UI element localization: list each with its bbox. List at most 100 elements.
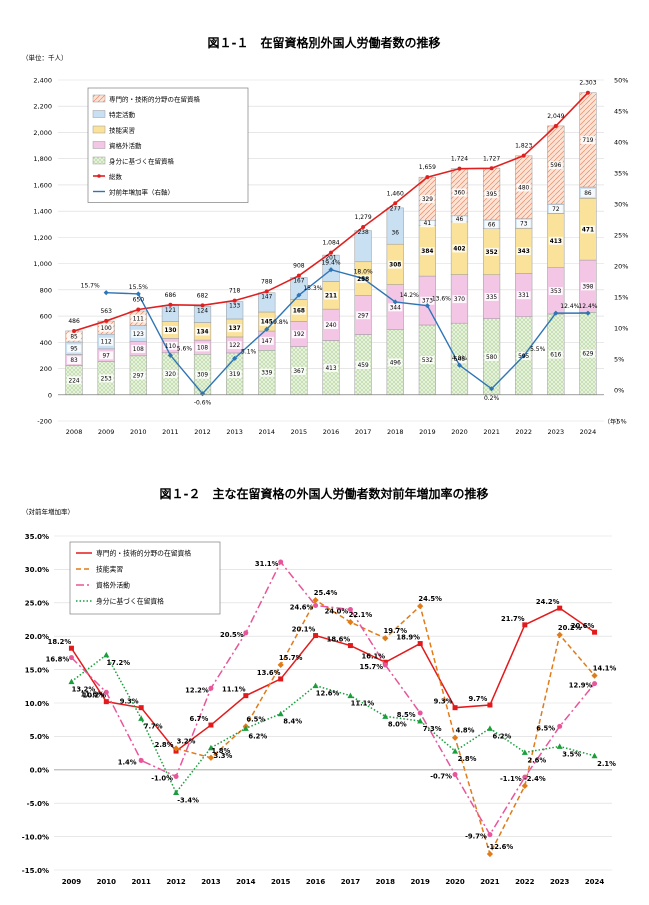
chart-1-x-tick-label: 2015 (291, 428, 308, 436)
chart-1-y-tick-label: 2,000 (33, 129, 52, 137)
chart-1-bar-label: 367 (293, 369, 304, 375)
chart-1-legend-label: 技能実習 (109, 126, 135, 135)
chart-2-data-label: 8.5% (397, 711, 416, 719)
chart-1-total-label: 650 (133, 297, 145, 304)
chart-2-x-tick-label: 2010 (97, 878, 117, 886)
chart-1-total-point (232, 298, 237, 303)
chart-2-point (382, 713, 389, 719)
chart-1-bar-label-bg (516, 247, 531, 256)
chart-1-x-tick-label: 2008 (66, 428, 83, 436)
chart-2-data-label: 22.1% (349, 611, 373, 619)
chart-2-point (556, 743, 563, 749)
chart-2-data-label: -12.6% (487, 843, 514, 851)
chart-1-bar-label: 41 (424, 221, 432, 227)
chart-2-legend-label: 専門的・技術的分野の在留資格 (96, 549, 191, 558)
chart-1-bar-label-bg (580, 136, 595, 145)
chart-1-bar-label-bg (227, 370, 242, 379)
chart-1-bar-label-bg (516, 291, 531, 300)
chart-1-growth-point (424, 303, 430, 309)
chart-1-total-point (457, 166, 462, 171)
chart-1-bar-label-bg (99, 337, 114, 346)
chart-1-bar-label-bg (548, 161, 563, 170)
chart-1-bar-label-bg (548, 236, 563, 245)
chart-2-x-tick-label: 2012 (166, 878, 186, 886)
chart-2-point (452, 771, 458, 777)
chart-2-data-label: 6.5% (536, 724, 555, 732)
chart-1-total-label: 1,724 (451, 156, 468, 163)
chart-2-point (138, 705, 144, 711)
chart-1-x-tick-label: 2018 (387, 428, 404, 436)
chart-1-growth-label: 19.4% (321, 260, 340, 267)
chart-2-point (521, 749, 528, 755)
chart-1-bar-label: 167 (293, 279, 304, 285)
chart-2-point (417, 641, 423, 647)
chart-1-bar-label: 97 (102, 353, 110, 359)
chart-1-growth-point (328, 267, 334, 273)
chart-1-growth-label: 18.0% (354, 268, 373, 275)
chart-1-growth-label: 5.5% (530, 346, 546, 353)
chart-1-legend-label: 専門的・技術的分野の在留資格 (109, 95, 201, 104)
chart-1-bar-label-bg (291, 366, 306, 375)
chart-2-data-label: 6.2% (493, 732, 512, 740)
chart-2-data-label: 24.0% (325, 607, 349, 615)
chart-1-bar-label-bg (163, 341, 178, 350)
chart-1-bar-label-bg (356, 360, 371, 369)
chart-2-data-label: 20.1% (292, 626, 316, 634)
chart-2-point (242, 725, 249, 731)
chart-1-bar-label: 73 (520, 222, 528, 228)
chart-1-bar-label: 308 (389, 263, 401, 269)
chart-1-legend-box (87, 87, 249, 203)
chart-1-bar-label: 373 (422, 299, 433, 305)
chart-2-data-label: 11.6% (81, 690, 105, 698)
chart-1-total-label: 908 (293, 263, 305, 270)
chart-1-bar-label-bg (420, 296, 435, 305)
chart-2-data-label: 16.1% (362, 652, 386, 660)
chart-2-y-tick-label: 15.0% (25, 666, 49, 674)
chart-2-data-label: 9.3% (434, 698, 453, 706)
chart-1-legend-swatch (92, 141, 106, 149)
chart-2-y-tick-label: -5.0% (27, 800, 49, 808)
chart-1-x-tick-label: 2012 (194, 428, 211, 436)
chart-1-x-tick-label: 2020 (451, 428, 468, 436)
chart-1-bar-label-bg (388, 358, 403, 367)
chart-2-data-label: 15.7% (360, 663, 384, 671)
chart-1-bar-label: 629 (582, 352, 593, 358)
chart-2-y-tick-label: 0.0% (30, 767, 49, 775)
chart-1-y-tick-label: 2,200 (33, 103, 52, 111)
chart-2-point (68, 655, 74, 661)
chart-1-bar-label-bg (452, 244, 467, 253)
chart-1-total-point (329, 250, 333, 255)
chart-1-x-tick-label: 2022 (515, 428, 532, 436)
chart-2-x-tick-label: 2014 (236, 878, 256, 886)
chart-2-data-label: 6.2% (248, 732, 267, 740)
chart-2-data-label: -3.4% (177, 797, 199, 805)
chart-1-bar-label: 413 (550, 239, 562, 245)
chart-1-bar-label-bg (388, 303, 403, 312)
chart-1-growth-label: 0.2% (484, 395, 500, 402)
chart-1-bar-label-bg (452, 188, 467, 197)
chart-2-point (313, 633, 319, 639)
chart-1-total-point (521, 153, 526, 158)
chart-2-data-label: 24.2% (536, 598, 560, 606)
chart-1-bar-label: 168 (293, 309, 305, 315)
chart-2-point (68, 645, 74, 651)
chart-1-bar-label: 124 (197, 308, 208, 314)
chart-2-data-label: 19.7% (384, 627, 408, 635)
chart-2-x-tick-label: 2023 (550, 878, 570, 886)
chart-1-bar-label-bg (356, 311, 371, 320)
chart-1-bar-label-bg (548, 204, 563, 213)
chart-1-bar-label: 352 (486, 250, 498, 256)
chart-1-growth-point (392, 299, 398, 305)
chart-1-legend-swatch (92, 156, 106, 165)
chart-1-title: 図１-１ 在留資格別外国人労働者数の推移 (208, 35, 441, 50)
chart-1-bar-label: 402 (453, 246, 465, 252)
chart-1-x-tick-label: 2023 (548, 428, 565, 436)
chart-1-total-point (553, 124, 558, 129)
chart-1-growth-label: 12.4% (560, 303, 579, 310)
chart-2-unit-label: （対前年増加率） (22, 507, 74, 516)
chart-2-point (347, 692, 354, 699)
chart-1-y2-tick-label: 30% (614, 201, 628, 209)
chart-2-point (208, 685, 214, 691)
chart-1-growth-point (456, 362, 463, 368)
chart-1-total-label: 2,303 (579, 80, 596, 87)
